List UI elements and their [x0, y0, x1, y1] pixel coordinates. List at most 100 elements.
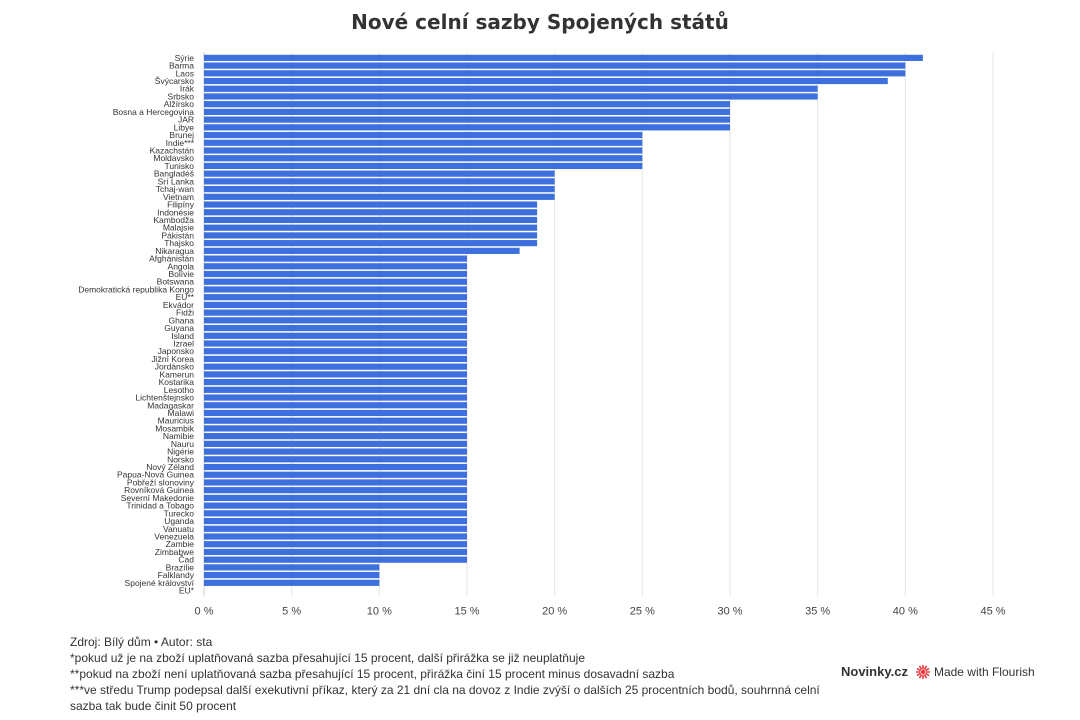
category-label: Zimbabwe	[155, 547, 194, 557]
category-label: Vanuatu	[163, 524, 194, 534]
bar[interactable]	[204, 448, 467, 455]
bar[interactable]	[204, 139, 643, 146]
bar[interactable]	[204, 541, 467, 548]
bar[interactable]	[204, 502, 467, 509]
bar[interactable]	[204, 355, 467, 363]
bar[interactable]	[204, 93, 818, 100]
bar[interactable]	[204, 178, 555, 185]
bar[interactable]	[204, 162, 643, 170]
bar[interactable]	[204, 317, 467, 324]
bar[interactable]	[204, 332, 467, 339]
bar[interactable]	[204, 394, 467, 401]
bar[interactable]	[204, 85, 818, 92]
bar[interactable]	[204, 471, 467, 478]
category-label: Turecko	[164, 508, 195, 518]
x-tick-label: 25 %	[630, 605, 655, 617]
bar[interactable]	[204, 232, 538, 239]
bar[interactable]	[204, 62, 906, 69]
category-label: Irák	[180, 84, 195, 94]
bar[interactable]	[204, 131, 643, 139]
bar[interactable]	[204, 579, 380, 586]
category-label: Ekvádor	[163, 300, 194, 310]
category-label: Srbsko	[168, 91, 195, 101]
category-label: Mauricius	[158, 416, 194, 426]
category-label: Spojené království	[125, 578, 195, 588]
bar[interactable]	[204, 409, 467, 417]
bar[interactable]	[204, 116, 730, 123]
bar[interactable]	[204, 564, 380, 571]
bar[interactable]	[204, 548, 467, 556]
bar[interactable]	[204, 463, 467, 471]
bar[interactable]	[204, 324, 467, 332]
bar[interactable]	[204, 278, 467, 285]
bar[interactable]	[204, 301, 467, 308]
bar[interactable]	[204, 487, 467, 494]
flourish-icon[interactable]	[915, 664, 930, 679]
bar[interactable]	[204, 417, 467, 424]
x-tick-label: 35 %	[805, 605, 830, 617]
bar[interactable]	[204, 209, 538, 216]
bar[interactable]	[204, 510, 467, 517]
bar[interactable]	[204, 425, 467, 432]
bar[interactable]	[204, 186, 555, 193]
bar[interactable]	[204, 433, 467, 440]
made-with-flourish-link[interactable]: Made with Flourish	[933, 664, 1035, 679]
category-label: Kazachstán	[150, 146, 195, 156]
bar[interactable]	[204, 294, 467, 301]
category-label: Nikaragua	[155, 246, 194, 256]
category-label: Papua-Nová Guinea	[117, 470, 194, 480]
bar[interactable]	[204, 379, 467, 386]
bar[interactable]	[204, 479, 467, 486]
bar[interactable]	[204, 108, 730, 115]
bar[interactable]	[204, 77, 888, 85]
bar[interactable]	[204, 348, 467, 355]
bar[interactable]	[204, 286, 467, 293]
bar[interactable]	[204, 525, 467, 532]
category-label: EU**	[176, 292, 195, 302]
bar[interactable]	[204, 255, 467, 262]
bar[interactable]	[204, 240, 538, 247]
bar[interactable]	[204, 54, 923, 61]
bar[interactable]	[204, 147, 643, 154]
category-label: Vietnam	[163, 192, 194, 202]
bar[interactable]	[204, 263, 467, 270]
bar[interactable]	[204, 224, 538, 231]
category-label: Libye	[174, 122, 195, 132]
bar[interactable]	[204, 340, 467, 347]
bar[interactable]	[204, 155, 643, 162]
bar[interactable]	[204, 556, 467, 563]
category-label: Botswana	[157, 277, 195, 287]
bar[interactable]	[204, 386, 467, 393]
category-label: Ghana	[168, 315, 194, 325]
bar[interactable]	[204, 247, 520, 254]
bar[interactable]	[204, 124, 730, 131]
bar[interactable]	[204, 216, 538, 224]
category-label: Jižní Korea	[151, 354, 194, 364]
bar[interactable]	[204, 101, 730, 108]
category-label: Uganda	[164, 516, 194, 526]
bar[interactable]	[204, 494, 467, 501]
x-tick-label: 0 %	[195, 605, 214, 617]
category-label: Brunej	[169, 130, 194, 140]
category-label: Pobřeží slonoviny	[127, 477, 195, 487]
bar[interactable]	[204, 70, 906, 77]
category-label: Nigérie	[167, 447, 194, 457]
bar[interactable]	[204, 402, 467, 409]
bar[interactable]	[204, 270, 467, 278]
bar[interactable]	[204, 533, 467, 540]
bar[interactable]	[204, 309, 467, 316]
category-label: Venezuela	[154, 532, 194, 542]
bar[interactable]	[204, 456, 467, 463]
bar[interactable]	[204, 440, 467, 447]
bar[interactable]	[204, 371, 467, 378]
bar[interactable]	[204, 517, 467, 525]
bar[interactable]	[204, 201, 538, 208]
category-label: Bosna a Hercegovina	[113, 107, 195, 117]
bar[interactable]	[204, 193, 555, 200]
novinky-logo-text[interactable]: Novinky.cz	[841, 664, 908, 679]
category-label: Čad	[178, 555, 194, 565]
bar[interactable]	[204, 170, 555, 177]
category-label: Izrael	[173, 339, 194, 349]
bar[interactable]	[204, 572, 380, 579]
bar[interactable]	[204, 363, 467, 370]
